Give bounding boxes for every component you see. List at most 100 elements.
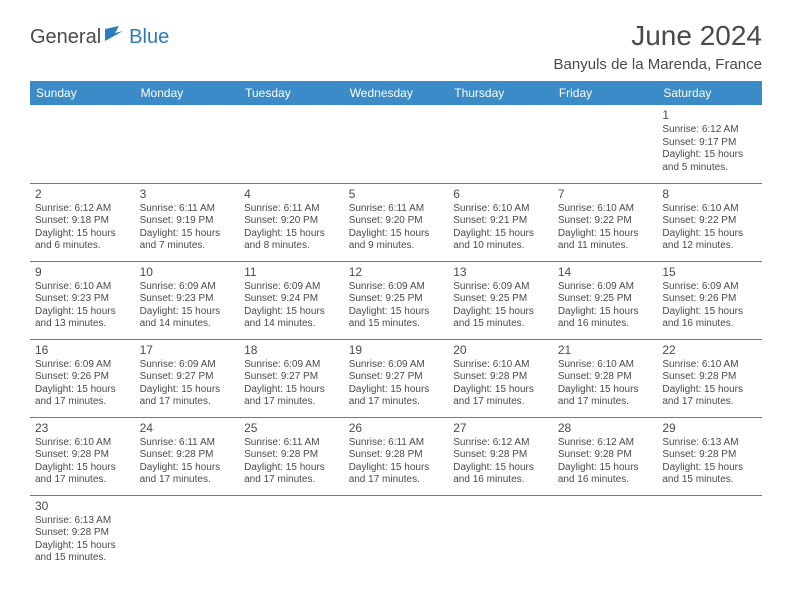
day-number: 19 [349,343,444,358]
sunset-text: Sunset: 9:28 PM [35,449,130,462]
day-cell: 2Sunrise: 6:12 AMSunset: 9:18 PMDaylight… [30,183,135,261]
daylight-text: Daylight: 15 hours and 15 minutes. [662,462,757,487]
sunrise-text: Sunrise: 6:10 AM [662,203,757,216]
day-number: 20 [453,343,548,358]
calendar-row: 1Sunrise: 6:12 AMSunset: 9:17 PMDaylight… [30,105,762,183]
daylight-text: Daylight: 15 hours and 17 minutes. [349,462,444,487]
calendar-row: 2Sunrise: 6:12 AMSunset: 9:18 PMDaylight… [30,183,762,261]
day-cell: 24Sunrise: 6:11 AMSunset: 9:28 PMDayligh… [135,417,240,495]
sunset-text: Sunset: 9:23 PM [35,293,130,306]
sunrise-text: Sunrise: 6:11 AM [349,203,444,216]
weekday-header: Friday [553,81,658,105]
day-cell: 26Sunrise: 6:11 AMSunset: 9:28 PMDayligh… [344,417,449,495]
day-cell: 22Sunrise: 6:10 AMSunset: 9:28 PMDayligh… [657,339,762,417]
sunrise-text: Sunrise: 6:09 AM [453,281,548,294]
daylight-text: Daylight: 15 hours and 15 minutes. [349,306,444,331]
day-number: 28 [558,421,653,436]
day-cell: 21Sunrise: 6:10 AMSunset: 9:28 PMDayligh… [553,339,658,417]
daylight-text: Daylight: 15 hours and 11 minutes. [558,228,653,253]
day-cell: 8Sunrise: 6:10 AMSunset: 9:22 PMDaylight… [657,183,762,261]
sunrise-text: Sunrise: 6:13 AM [662,437,757,450]
sunrise-text: Sunrise: 6:10 AM [35,281,130,294]
sunrise-text: Sunrise: 6:11 AM [140,437,235,450]
sunrise-text: Sunrise: 6:10 AM [453,203,548,216]
sunrise-text: Sunrise: 6:10 AM [35,437,130,450]
daylight-text: Daylight: 15 hours and 9 minutes. [349,228,444,253]
weekday-header: Tuesday [239,81,344,105]
empty-cell [448,105,553,183]
empty-cell [30,105,135,183]
calendar-table: Sunday Monday Tuesday Wednesday Thursday… [30,81,762,573]
location-text: Banyuls de la Marenda, France [554,56,762,73]
sunset-text: Sunset: 9:26 PM [662,293,757,306]
logo-text-general: General [30,26,101,49]
empty-cell [553,105,658,183]
sunrise-text: Sunrise: 6:13 AM [35,515,130,528]
sunset-text: Sunset: 9:28 PM [662,449,757,462]
daylight-text: Daylight: 15 hours and 17 minutes. [244,384,339,409]
daylight-text: Daylight: 15 hours and 12 minutes. [662,228,757,253]
day-cell: 6Sunrise: 6:10 AMSunset: 9:21 PMDaylight… [448,183,553,261]
day-number: 29 [662,421,757,436]
logo-text-blue: Blue [129,26,169,49]
day-number: 12 [349,265,444,280]
sunset-text: Sunset: 9:22 PM [662,215,757,228]
day-cell: 23Sunrise: 6:10 AMSunset: 9:28 PMDayligh… [30,417,135,495]
sunset-text: Sunset: 9:24 PM [244,293,339,306]
sunrise-text: Sunrise: 6:11 AM [244,437,339,450]
sunrise-text: Sunrise: 6:09 AM [349,281,444,294]
daylight-text: Daylight: 15 hours and 17 minutes. [453,384,548,409]
sunset-text: Sunset: 9:28 PM [558,371,653,384]
sunset-text: Sunset: 9:18 PM [35,215,130,228]
sunset-text: Sunset: 9:17 PM [662,137,757,150]
empty-cell [344,495,449,573]
sunrise-text: Sunrise: 6:11 AM [244,203,339,216]
day-number: 9 [35,265,130,280]
day-cell: 10Sunrise: 6:09 AMSunset: 9:23 PMDayligh… [135,261,240,339]
empty-cell [239,495,344,573]
daylight-text: Daylight: 15 hours and 16 minutes. [662,306,757,331]
sunset-text: Sunset: 9:20 PM [349,215,444,228]
sunset-text: Sunset: 9:20 PM [244,215,339,228]
sunrise-text: Sunrise: 6:09 AM [662,281,757,294]
calendar-body: 1Sunrise: 6:12 AMSunset: 9:17 PMDaylight… [30,105,762,573]
day-cell: 27Sunrise: 6:12 AMSunset: 9:28 PMDayligh… [448,417,553,495]
daylight-text: Daylight: 15 hours and 7 minutes. [140,228,235,253]
header: General Blue June 2024 Banyuls de la Mar… [30,20,762,73]
day-cell: 16Sunrise: 6:09 AMSunset: 9:26 PMDayligh… [30,339,135,417]
day-number: 18 [244,343,339,358]
day-cell: 4Sunrise: 6:11 AMSunset: 9:20 PMDaylight… [239,183,344,261]
sunrise-text: Sunrise: 6:09 AM [558,281,653,294]
sunset-text: Sunset: 9:28 PM [662,371,757,384]
sunrise-text: Sunrise: 6:12 AM [558,437,653,450]
sunset-text: Sunset: 9:27 PM [140,371,235,384]
daylight-text: Daylight: 15 hours and 6 minutes. [35,228,130,253]
day-number: 15 [662,265,757,280]
sunrise-text: Sunrise: 6:12 AM [662,124,757,137]
sunset-text: Sunset: 9:25 PM [558,293,653,306]
sunset-text: Sunset: 9:28 PM [453,449,548,462]
empty-cell [239,105,344,183]
daylight-text: Daylight: 15 hours and 10 minutes. [453,228,548,253]
sunset-text: Sunset: 9:28 PM [558,449,653,462]
calendar-row: 23Sunrise: 6:10 AMSunset: 9:28 PMDayligh… [30,417,762,495]
daylight-text: Daylight: 15 hours and 16 minutes. [453,462,548,487]
sunset-text: Sunset: 9:27 PM [244,371,339,384]
day-number: 26 [349,421,444,436]
day-cell: 18Sunrise: 6:09 AMSunset: 9:27 PMDayligh… [239,339,344,417]
sunset-text: Sunset: 9:28 PM [35,527,130,540]
day-cell: 15Sunrise: 6:09 AMSunset: 9:26 PMDayligh… [657,261,762,339]
calendar-page: General Blue June 2024 Banyuls de la Mar… [0,0,792,593]
day-number: 24 [140,421,235,436]
daylight-text: Daylight: 15 hours and 5 minutes. [662,149,757,174]
day-number: 7 [558,187,653,202]
empty-cell [135,105,240,183]
month-title: June 2024 [554,20,762,52]
day-number: 13 [453,265,548,280]
title-block: June 2024 Banyuls de la Marenda, France [554,20,762,73]
day-number: 4 [244,187,339,202]
day-number: 23 [35,421,130,436]
day-cell: 20Sunrise: 6:10 AMSunset: 9:28 PMDayligh… [448,339,553,417]
sunset-text: Sunset: 9:25 PM [453,293,548,306]
day-number: 25 [244,421,339,436]
